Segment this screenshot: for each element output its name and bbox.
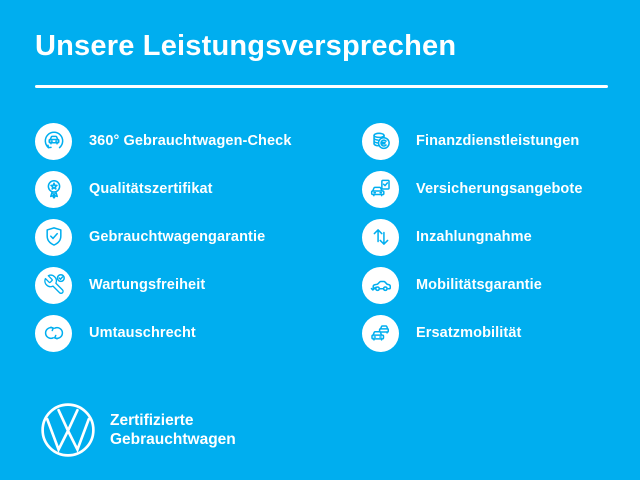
- divider: [35, 85, 608, 88]
- promise-label: Umtauschrecht: [89, 325, 196, 341]
- promise-label: Gebrauchtwagengarantie: [89, 229, 266, 245]
- maintenance-wrench-icon: [35, 266, 72, 304]
- footer-line-1: Zertifizierte: [110, 412, 194, 429]
- promise-item: 360° Gebrauchtwagen-Check: [35, 117, 362, 165]
- promise-item: Versicherungsangebote: [362, 165, 608, 213]
- promise-label: Ersatzmobilität: [416, 325, 522, 341]
- trade-in-arrows-icon: [362, 218, 399, 256]
- promise-column-right: Finanzdienstleistungen Versicherungsange…: [362, 117, 608, 357]
- promise-label: Wartungsfreiheit: [89, 277, 206, 293]
- promise-label: Inzahlungnahme: [416, 229, 532, 245]
- promise-item: Inzahlungnahme: [362, 213, 608, 261]
- exchange-arrows-icon: [35, 314, 72, 352]
- promise-item: Mobilitätsgarantie: [362, 261, 608, 309]
- promise-label: Mobilitätsgarantie: [416, 277, 542, 293]
- certified-used-cars-badge: Zertifizierte Gebrauchtwagen: [39, 401, 236, 459]
- promise-item: Ersatzmobilität: [362, 309, 608, 357]
- promise-item: Umtauschrecht: [35, 309, 362, 357]
- promise-columns: 360° Gebrauchtwagen-Check Qualitätszerti…: [35, 117, 608, 357]
- promise-label: Finanzdienstleistungen: [416, 133, 580, 149]
- promise-item: Gebrauchtwagengarantie: [35, 213, 362, 261]
- footer-line-2: Gebrauchtwagen: [110, 431, 236, 448]
- finance-coins-icon: [362, 122, 399, 160]
- promise-label: Qualitätszertifikat: [89, 181, 213, 197]
- page-title: Unsere Leistungsversprechen: [35, 30, 457, 62]
- promise-column-left: 360° Gebrauchtwagen-Check Qualitätszerti…: [35, 117, 362, 357]
- promise-item: Qualitätszertifikat: [35, 165, 362, 213]
- promise-item: Finanzdienstleistungen: [362, 117, 608, 165]
- 360-check-icon: [35, 122, 72, 160]
- replacement-cars-icon: [362, 314, 399, 352]
- mobility-guarantee-icon: [362, 266, 399, 304]
- insurance-check-icon: [362, 170, 399, 208]
- warranty-shield-icon: [35, 218, 72, 256]
- promise-label: Versicherungsangebote: [416, 181, 583, 197]
- vw-logo: [39, 401, 97, 459]
- certified-used-cars-label: Zertifizierte Gebrauchtwagen: [110, 411, 236, 449]
- quality-certificate-icon: [35, 170, 72, 208]
- promise-label: 360° Gebrauchtwagen-Check: [89, 133, 292, 149]
- promise-item: Wartungsfreiheit: [35, 261, 362, 309]
